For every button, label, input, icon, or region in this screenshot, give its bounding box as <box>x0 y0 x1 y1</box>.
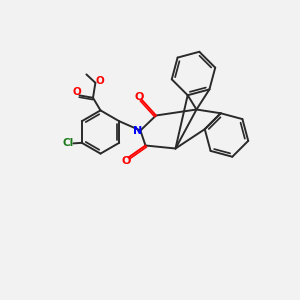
Text: O: O <box>95 76 104 86</box>
Text: O: O <box>72 87 81 98</box>
Text: O: O <box>134 92 144 102</box>
Text: Cl: Cl <box>63 138 74 148</box>
Text: O: O <box>121 156 131 166</box>
Text: N: N <box>133 125 142 136</box>
